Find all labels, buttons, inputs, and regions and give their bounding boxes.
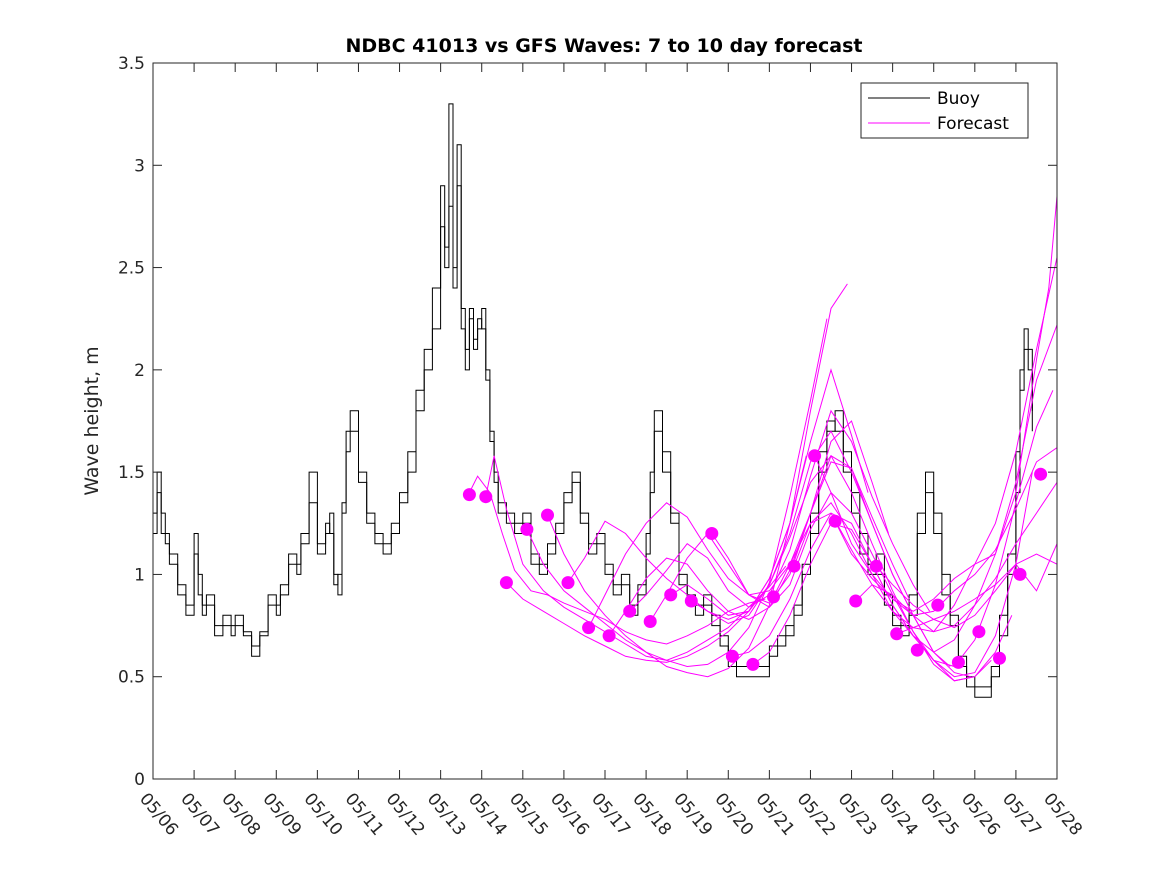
forecast-series-line-7 — [608, 461, 910, 637]
forecast-marker-8 — [623, 604, 637, 618]
forecast-series-line-19 — [855, 482, 1057, 633]
forecast-marker-1 — [479, 490, 493, 504]
forecast-marker-20 — [869, 559, 883, 573]
legend: Buoy Forecast — [860, 82, 1029, 139]
forecast-series-line-11 — [691, 454, 992, 682]
forecast-marker-4 — [541, 508, 554, 522]
chart-title: NDBC 41013 vs GFS Waves: 7 to 10 day for… — [345, 35, 862, 57]
forecast-series-line-5 — [567, 368, 869, 620]
forecast-marker-27 — [1013, 567, 1027, 581]
forecast-marker-0 — [462, 488, 476, 502]
forecast-series-line-15 — [773, 324, 1057, 653]
forecast-series-line-6 — [588, 420, 889, 628]
forecast-series-line-12 — [711, 491, 1013, 682]
forecast-marker-10 — [664, 588, 678, 602]
forecast-marker-28 — [1034, 467, 1048, 481]
legend-buoy-label: Buoy — [937, 89, 980, 109]
forecast-marker-25 — [972, 625, 986, 639]
forecast-marker-13 — [725, 649, 739, 663]
forecast-marker-15 — [767, 590, 780, 604]
y-tick-label-4: 2 — [134, 361, 145, 381]
plot-area — [153, 103, 1057, 698]
forecast-series-line-18 — [834, 447, 1057, 616]
y-tick-label-0: 0 — [134, 770, 145, 790]
forecast-marker-18 — [828, 514, 842, 528]
forecast-marker-12 — [705, 527, 719, 540]
forecast-marker-16 — [787, 559, 801, 573]
forecast-marker-5 — [561, 576, 575, 590]
forecast-marker-7 — [602, 629, 616, 643]
y-tick-label-1: 0.5 — [118, 668, 145, 688]
forecast-marker-2 — [499, 576, 513, 590]
forecast-marker-22 — [910, 643, 924, 657]
forecast-marker-11 — [684, 594, 698, 608]
forecast-series-line-10 — [670, 430, 971, 678]
forecast-marker-6 — [582, 621, 596, 635]
forecast-marker-17 — [808, 449, 822, 463]
forecast-series-line-20 — [875, 553, 1057, 629]
forecast-series-line-14 — [752, 390, 1054, 668]
forecast-marker-26 — [993, 651, 1006, 665]
buoy-series-line — [153, 103, 1033, 698]
y-axis-label: Wave height, m — [81, 346, 103, 495]
forecast-series-line-8 — [629, 409, 931, 612]
forecast-marker-9 — [643, 615, 657, 628]
y-tick-label-6: 3 — [134, 156, 145, 176]
y-tick-label-7: 3.5 — [118, 54, 145, 74]
legend-box — [860, 82, 1029, 139]
forecast-series-line-3 — [526, 318, 828, 668]
forecast-marker-21 — [890, 627, 904, 641]
forecast-series-line-21 — [896, 543, 1057, 635]
forecast-marker-14 — [746, 657, 760, 671]
y-tick-label-5: 2.5 — [118, 259, 145, 279]
forecast-marker-24 — [951, 655, 965, 669]
forecast-marker-19 — [849, 594, 863, 608]
forecast-marker-23 — [931, 598, 945, 612]
y-tick-label-2: 1 — [134, 565, 145, 585]
legend-forecast-label: Forecast — [937, 114, 1009, 134]
forecast-marker-3 — [520, 522, 534, 536]
y-tick-label-3: 1.5 — [118, 463, 145, 483]
forecast-series-line-17 — [814, 195, 1057, 612]
forecast-series-line-4 — [547, 283, 848, 678]
